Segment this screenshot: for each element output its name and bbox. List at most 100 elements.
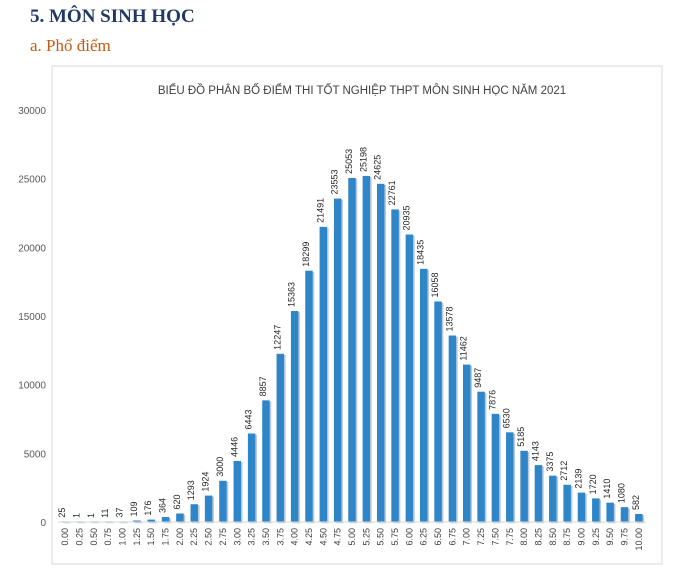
x-tick-label: 9.50 [605, 528, 615, 546]
bar-shadow [120, 522, 128, 524]
bar [290, 311, 299, 522]
bar [434, 301, 442, 522]
x-tick-label: 5.75 [390, 528, 400, 546]
bar [391, 209, 399, 523]
data-label: 12247 [272, 325, 282, 350]
x-tick-label: 3.50 [261, 528, 271, 546]
data-label: 9487 [473, 368, 483, 388]
x-tick-label: 7.75 [505, 528, 515, 546]
y-tick-label: 5000 [24, 449, 47, 460]
x-tick-label: 7.50 [490, 528, 500, 546]
bar [534, 465, 543, 522]
data-label: 4143 [530, 441, 540, 461]
bar-shadow [63, 522, 71, 524]
bar [491, 413, 500, 522]
bar [233, 460, 241, 522]
x-tick-label: 6.00 [404, 528, 414, 546]
data-label: 1 [72, 513, 82, 518]
data-label: 18435 [416, 240, 426, 265]
data-label: 16058 [430, 272, 440, 297]
x-tick-label: 7.00 [462, 528, 472, 546]
x-axis: 0.00 0.25 0.50 0.75 1.00 1.25 1.50 1.75 2.00 2.25… [58, 521, 646, 551]
data-label: 1080 [616, 483, 626, 503]
data-label: 1293 [186, 480, 196, 500]
data-label: 37 [115, 507, 125, 517]
x-tick-label: 5.25 [361, 528, 371, 546]
bar [176, 513, 184, 522]
x-tick-label: 3.25 [247, 528, 257, 546]
data-label: 3000 [215, 457, 225, 477]
y-tick-label: 15000 [18, 312, 46, 323]
bar [577, 492, 586, 522]
bar [161, 517, 170, 522]
data-label: 6443 [244, 409, 254, 429]
x-tick-label: 5.50 [376, 528, 386, 546]
bar [319, 226, 328, 522]
x-tick-label: 2.75 [218, 528, 228, 546]
x-tick-label: 9.75 [619, 528, 629, 546]
data-label: 6530 [502, 408, 512, 428]
bar [305, 270, 313, 522]
bar [463, 364, 471, 522]
x-tick-label: 0.00 [60, 528, 70, 546]
y-axis: 0 5000 10000 15000 20000 25000 30000 [18, 106, 46, 529]
x-tick-label: 2.25 [189, 528, 199, 546]
data-label: 2139 [573, 469, 583, 489]
data-label: 20935 [401, 205, 411, 230]
bar [405, 234, 414, 522]
x-tick-label: 8.75 [562, 528, 572, 546]
x-tick-label: 6.75 [447, 528, 457, 546]
bar [147, 519, 155, 522]
bar [262, 400, 270, 522]
x-tick-label: 6.50 [433, 528, 443, 546]
x-tick-label: 0.25 [75, 528, 85, 546]
data-label: 18299 [301, 242, 311, 267]
bar [348, 177, 356, 523]
x-tick-label: 8.50 [548, 528, 558, 546]
y-tick-label: 20000 [18, 243, 46, 254]
bar [448, 335, 457, 522]
x-tick-label: 9.00 [576, 528, 586, 546]
x-tick-label: 0.75 [103, 528, 113, 546]
data-label: 582 [631, 495, 641, 510]
data-label: 25198 [358, 147, 368, 172]
bar [419, 268, 428, 522]
x-tick-label: 8.00 [519, 528, 529, 546]
bar-series [61, 175, 645, 524]
bar [133, 520, 141, 522]
x-tick-label: 10.00 [634, 528, 644, 551]
x-tick-label: 8.25 [533, 528, 543, 546]
bar [333, 198, 342, 522]
bar [549, 475, 557, 522]
x-tick-label: 1.75 [161, 528, 171, 546]
data-label: 1924 [201, 472, 211, 492]
x-tick-label: 4.00 [290, 528, 300, 546]
x-tick-label: 3.00 [232, 528, 242, 546]
bar [563, 484, 571, 522]
bar [506, 432, 514, 522]
data-label: 7876 [487, 390, 497, 410]
data-label: 23553 [330, 170, 340, 195]
x-tick-label: 3.75 [275, 528, 285, 546]
x-tick-label: 2.50 [204, 528, 214, 546]
x-tick-label: 1.25 [132, 528, 142, 546]
y-tick-label: 25000 [18, 175, 46, 186]
data-label: 22761 [387, 180, 397, 205]
data-label: 5185 [516, 427, 526, 447]
data-label: 21491 [315, 198, 325, 223]
data-label: 15363 [287, 282, 297, 307]
x-tick-label: 2.00 [175, 528, 185, 546]
y-tick-label: 0 [40, 518, 46, 529]
data-label: 8857 [258, 376, 268, 396]
data-label: 13578 [444, 306, 454, 331]
x-tick-label: 7.25 [476, 528, 486, 546]
bar-shadow [91, 522, 100, 524]
data-label: 25053 [344, 149, 354, 174]
data-label: 3375 [545, 452, 555, 472]
data-label: 2712 [559, 461, 569, 481]
data-label: 1 [86, 513, 96, 518]
x-tick-label: 4.25 [304, 528, 314, 546]
x-tick-label: 9.25 [591, 528, 601, 546]
